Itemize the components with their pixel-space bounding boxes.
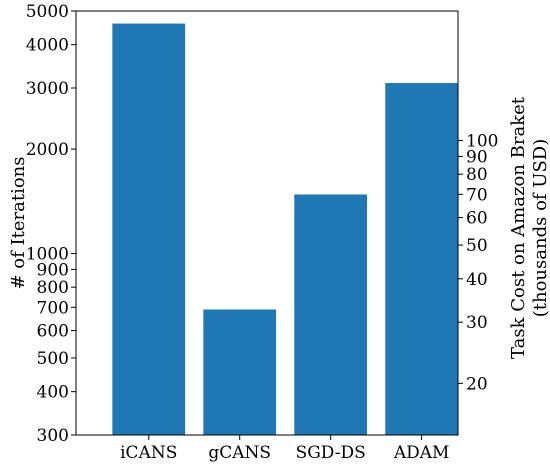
y2-tick-label: 40 bbox=[466, 270, 488, 290]
y2-tick-label: 30 bbox=[466, 313, 488, 333]
x-tick-label-icans: iCANS bbox=[120, 443, 177, 463]
x-tick-label-gcans: gCANS bbox=[208, 443, 271, 463]
y2-tick-label: 50 bbox=[466, 236, 488, 256]
y2-axis-title-line1: Task Cost on Amazon Braket bbox=[508, 96, 529, 359]
y2-tick-label: 70 bbox=[466, 185, 488, 205]
y-tick-label: 900 bbox=[37, 260, 69, 280]
x-tick-label-adam: ADAM bbox=[393, 443, 450, 463]
bar-sgd-ds bbox=[294, 194, 368, 435]
x-tick-label-sgd-ds: SGD-DS bbox=[296, 443, 366, 463]
y-tick-label: 700 bbox=[37, 298, 69, 318]
y-tick-label: 400 bbox=[37, 383, 69, 403]
y-tick-label: 1000 bbox=[26, 245, 69, 265]
y-tick-label: 800 bbox=[37, 278, 69, 298]
bar-gcans bbox=[203, 309, 277, 435]
bar-icans bbox=[112, 23, 186, 436]
y-axis-title: # of Iterations bbox=[8, 156, 29, 289]
y2-tick-label: 60 bbox=[466, 209, 488, 229]
y-tick-label: 500 bbox=[37, 349, 69, 369]
y2-axis-title-line2: (thousands of USD) bbox=[530, 139, 550, 318]
bar-adam bbox=[385, 83, 458, 436]
x-axis: iCANS gCANS SGD-DS ADAM bbox=[120, 435, 449, 463]
y-tick-label: 300 bbox=[37, 426, 69, 446]
y-tick-label: 4000 bbox=[26, 36, 69, 56]
y2-tick-label: 80 bbox=[466, 165, 488, 185]
y-tick-label: 2000 bbox=[26, 140, 69, 160]
y2-tick-label: 20 bbox=[466, 374, 488, 394]
y-tick-label: 3000 bbox=[26, 79, 69, 99]
plot-frame bbox=[75, 10, 459, 436]
y2-tick-label: 90 bbox=[466, 147, 488, 167]
bars-group bbox=[112, 23, 458, 436]
y2-tick-label: 100 bbox=[466, 132, 498, 152]
y-tick-label: 600 bbox=[37, 322, 69, 342]
y-tick-label: 5000 bbox=[26, 2, 69, 22]
